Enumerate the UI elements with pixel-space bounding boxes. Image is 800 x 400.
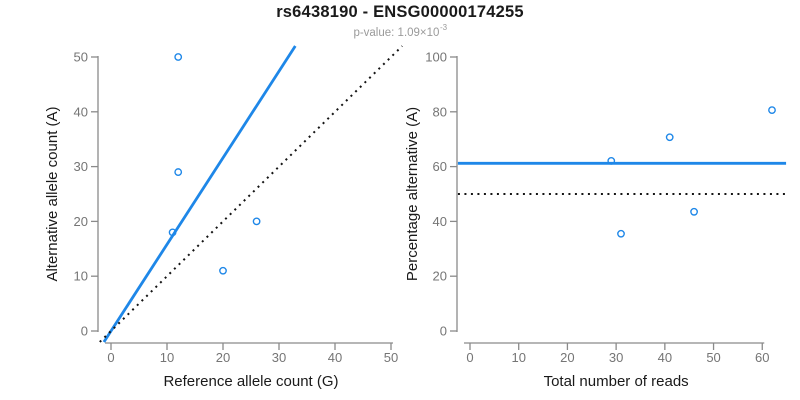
- x-tick-label: 10: [511, 350, 525, 365]
- data-point: [174, 53, 183, 61]
- identity-line: [99, 45, 403, 343]
- y-tick-label: 30: [74, 159, 88, 174]
- x-tick-label: 30: [609, 350, 623, 365]
- y-tick-label: 60: [433, 159, 447, 174]
- y-tick-label: 10: [74, 269, 88, 284]
- data-point: [219, 266, 227, 275]
- x-tick-label: 30: [272, 350, 286, 365]
- x-tick-label: 20: [216, 350, 230, 365]
- x-tick-label: 50: [384, 350, 398, 365]
- y-tick-label: 0: [440, 324, 447, 339]
- data-point: [690, 207, 698, 216]
- p-value-exponent: -3: [439, 23, 448, 32]
- p-value-text: p-value: 1.09×10: [353, 26, 440, 39]
- data-point: [252, 217, 261, 226]
- y-tick-label: 0: [81, 324, 88, 339]
- data-point: [174, 168, 183, 176]
- data-point: [607, 156, 616, 165]
- y-axis-label: Percentage alternative (A): [404, 107, 421, 281]
- y-tick-label: 40: [74, 104, 88, 119]
- page-title: rs6438190 - ENSG00000174255: [276, 3, 524, 21]
- y-axis-label: Alternative allele count (A): [44, 106, 61, 281]
- x-tick-label: 40: [328, 350, 342, 365]
- y-tick-label: 50: [74, 50, 88, 65]
- data-point: [768, 106, 776, 115]
- x-axis-label: Reference allele count (G): [163, 373, 338, 390]
- data-point: [617, 229, 625, 238]
- x-tick-label: 10: [160, 350, 174, 365]
- data-point: [168, 228, 177, 237]
- x-tick-label: 40: [658, 350, 672, 365]
- x-tick-label: 20: [560, 350, 574, 365]
- data-point: [665, 133, 674, 142]
- y-tick-label: 100: [425, 50, 447, 65]
- p-value-subtitle: p-value: 1.09×10-3: [0, 23, 800, 39]
- y-tick-label: 80: [433, 104, 447, 119]
- y-tick-label: 40: [433, 214, 447, 229]
- x-axis-label: Total number of reads: [544, 373, 689, 390]
- x-tick-label: 60: [755, 350, 769, 365]
- y-tick-label: 20: [433, 269, 447, 284]
- x-tick-label: 50: [706, 350, 720, 365]
- y-tick-label: 20: [74, 214, 88, 229]
- regression-line: [102, 45, 297, 343]
- x-tick-label: 0: [466, 350, 473, 365]
- x-tick-label: 0: [107, 350, 114, 365]
